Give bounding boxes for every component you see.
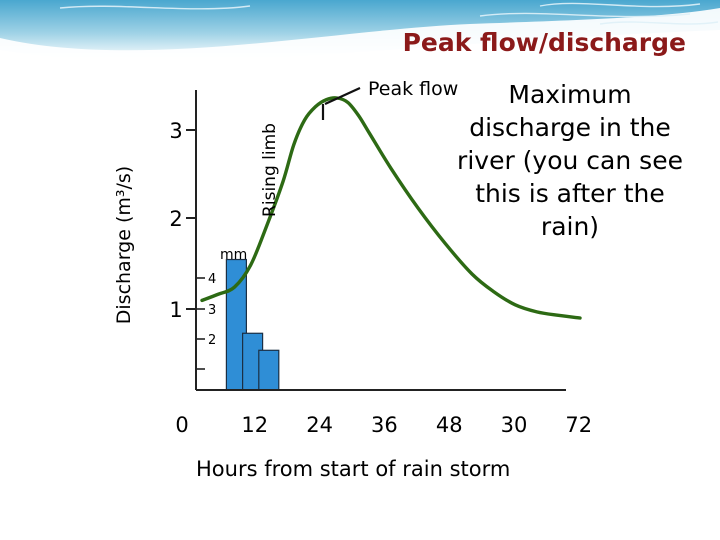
discharge-line [200,96,582,320]
peak-pointer [324,86,361,106]
x-axis-label: Hours from start of rain storm [196,457,511,481]
y-tick-label-1: 1 [169,298,182,322]
slide-title: Peak flow/discharge [402,28,686,57]
rain-tick-label-4: 4 [208,272,216,287]
rain-bar-2 [258,349,280,391]
y-tick-label-3: 3 [169,119,182,143]
discharge-line-group [200,96,582,320]
y-axis-label-box: Discharge (m³/s) [104,120,144,370]
x-tick-label-4: 48 [436,413,463,437]
x-tick-label-1: 12 [241,413,268,437]
x-tick-label-5: 30 [501,413,528,437]
x-tick-label-6: 72 [565,413,592,437]
y-axis-label: Discharge (m³/s) [113,165,135,325]
x-tick-label-3: 36 [371,413,398,437]
x-tick-label-2: 24 [306,413,333,437]
rain-tick-label-2: 2 [208,333,216,348]
x-tick-label-0: 0 [175,413,188,437]
rainfall-bars [225,258,280,391]
y-tick-label-2: 2 [169,207,182,231]
maximum-discharge-note: Maximum discharge in the river (you can … [457,80,683,241]
rising-limb-label-box: Rising limb [240,100,300,240]
peak-flow-label: Peak flow [368,78,459,100]
rain-tick-label-3: 3 [208,303,216,318]
rain-unit-label: mm [220,247,247,263]
annotation-marks [321,86,361,120]
rising-limb-label: Rising limb [260,123,280,217]
